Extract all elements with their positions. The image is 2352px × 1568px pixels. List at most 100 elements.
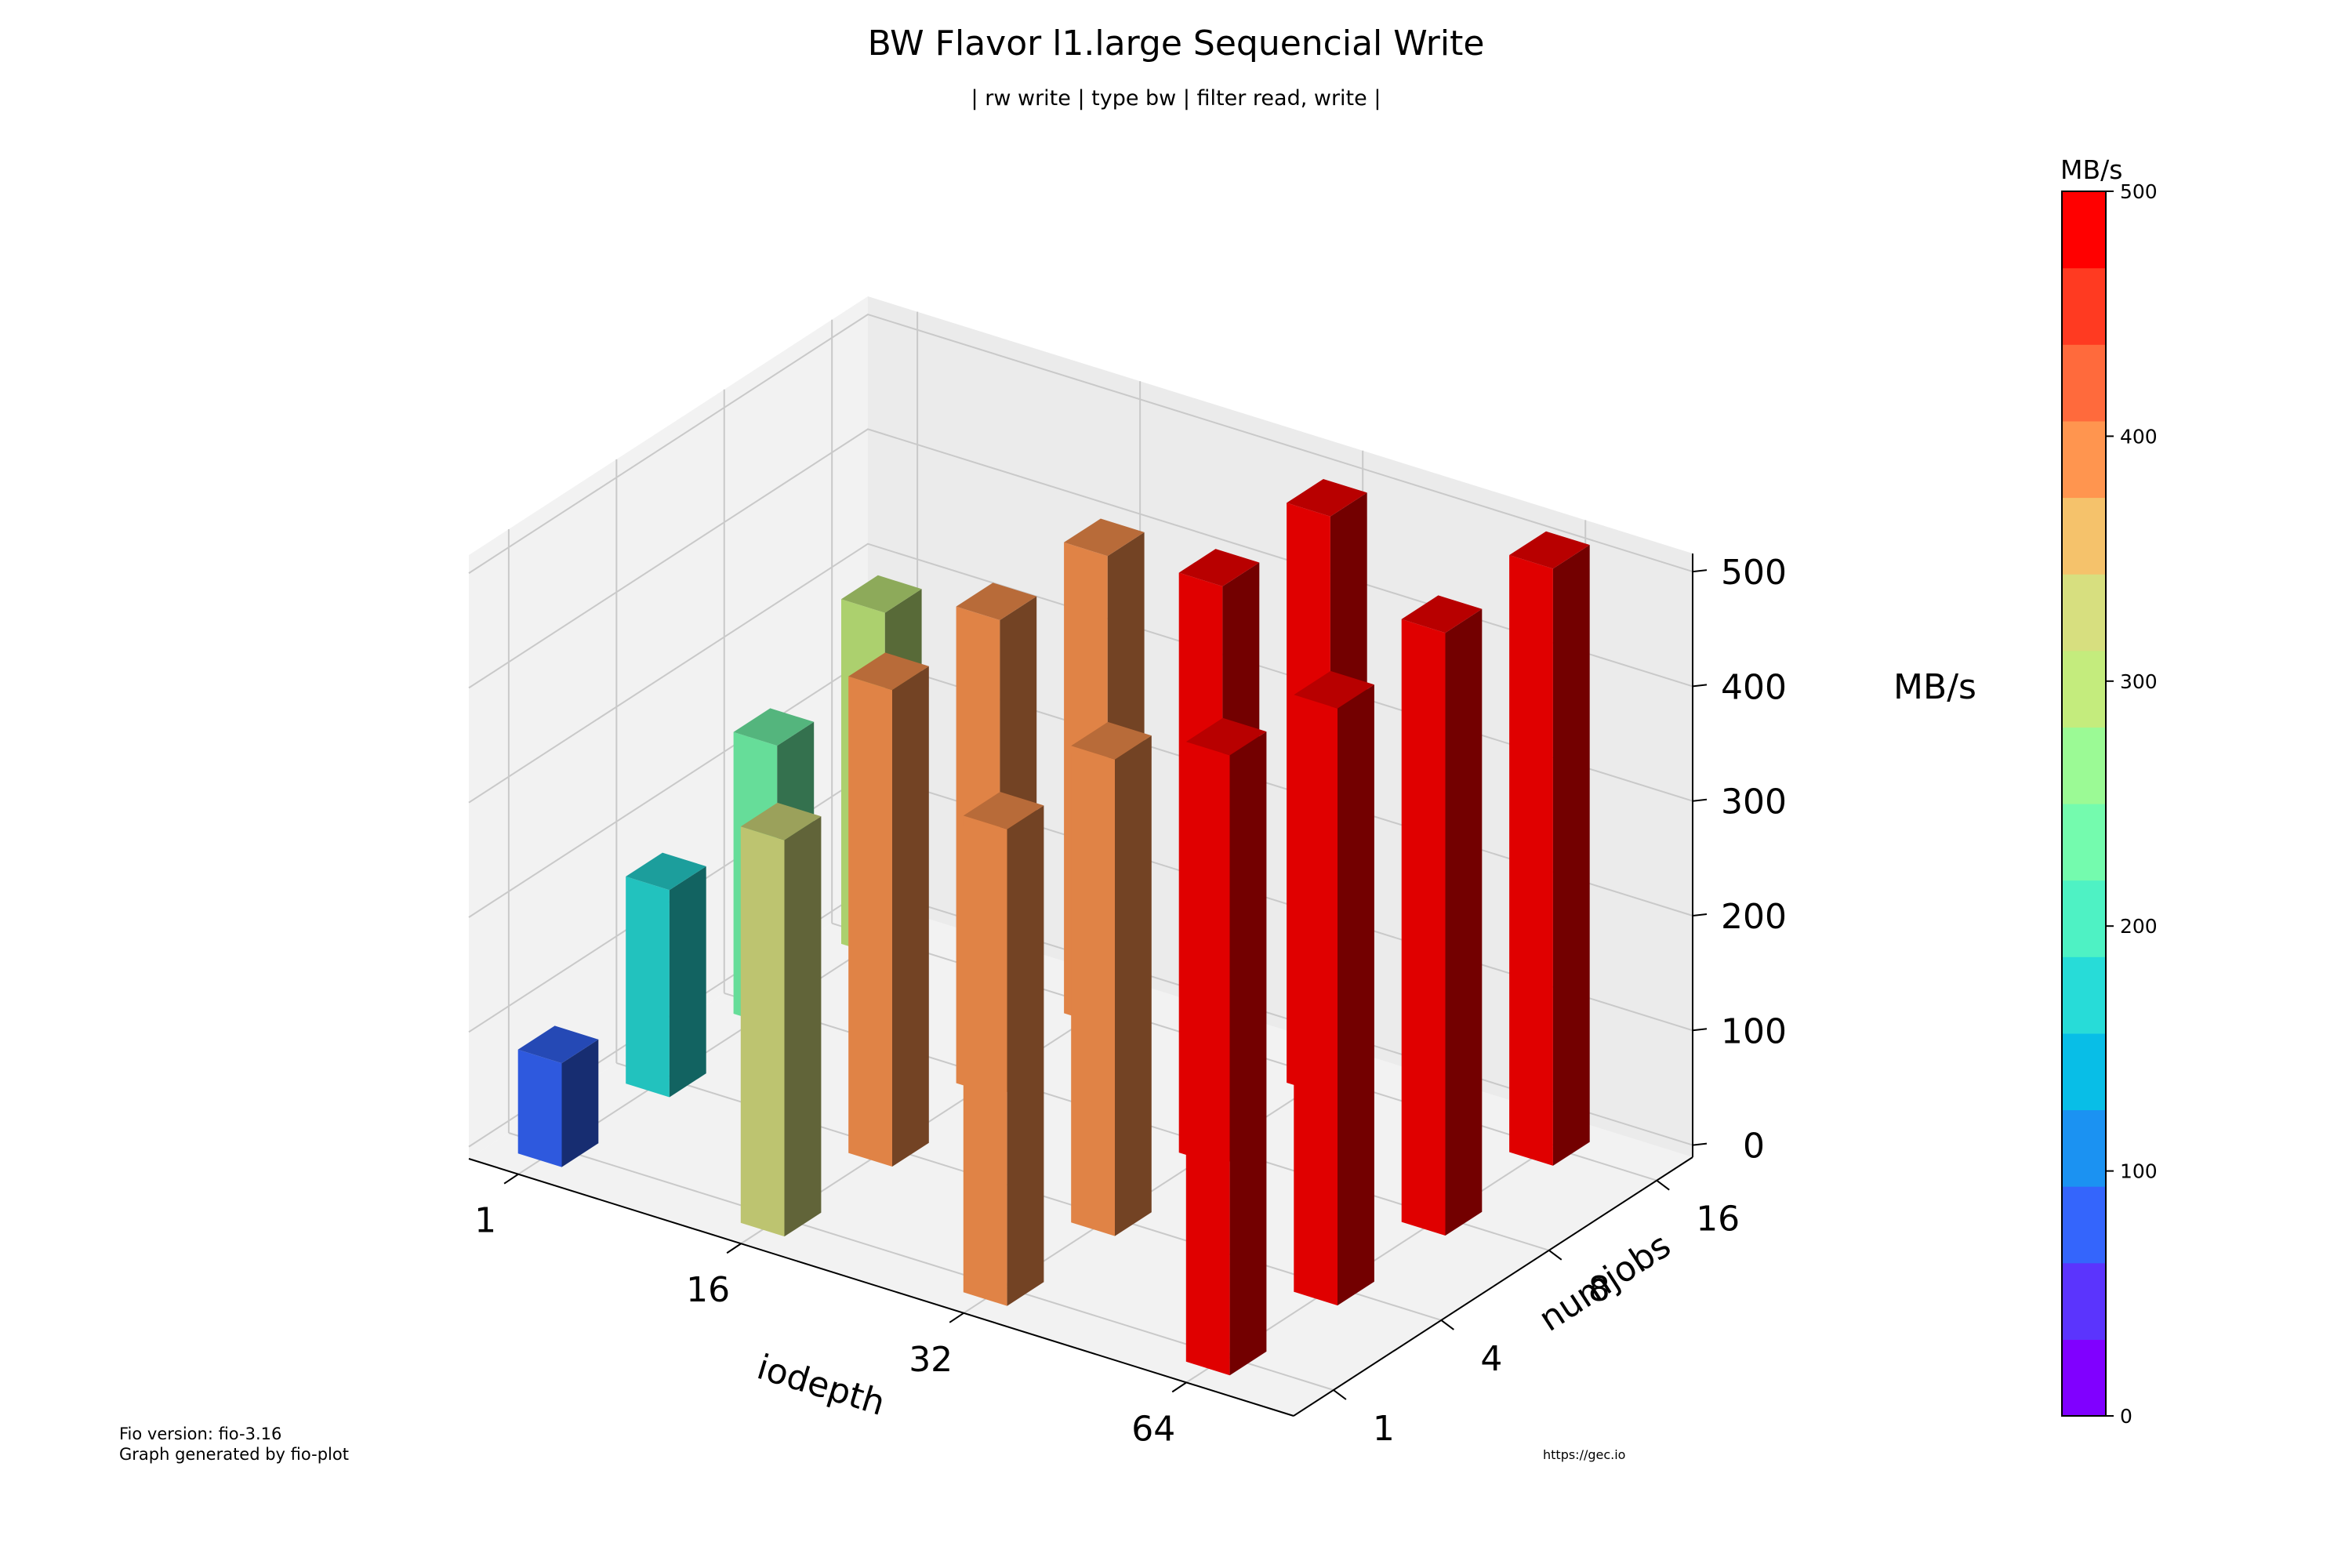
bar-top-face bbox=[733, 708, 815, 746]
bar-side-face bbox=[1552, 545, 1590, 1166]
colorbar-tick-label: 400 bbox=[2120, 425, 2158, 448]
z-tick-label: 400 bbox=[1721, 667, 1787, 707]
z-tick-label: 0 bbox=[1743, 1127, 1765, 1167]
bar-top-face bbox=[1071, 721, 1152, 760]
colorbar-segment bbox=[2062, 804, 2106, 881]
z-tick bbox=[1692, 1142, 1708, 1146]
bar bbox=[1509, 531, 1590, 1166]
colorbar-segment bbox=[2062, 191, 2106, 269]
colorbar-segment bbox=[2062, 1186, 2106, 1264]
x-tick bbox=[949, 1312, 964, 1323]
footer-url: https://gec.io bbox=[1543, 1447, 1626, 1462]
bar bbox=[517, 1025, 599, 1167]
bar-top-face bbox=[740, 802, 822, 840]
z-tick-label: 300 bbox=[1721, 782, 1787, 822]
bar-front-face bbox=[1401, 619, 1446, 1236]
bar-side-face bbox=[1229, 731, 1267, 1376]
x-tick-label: 16 bbox=[686, 1270, 730, 1310]
bar-side-face bbox=[1007, 805, 1044, 1306]
y-tick-label: 8 bbox=[1588, 1269, 1610, 1309]
bar-front-face bbox=[1071, 746, 1115, 1236]
x-tick bbox=[1171, 1381, 1187, 1393]
z-axis-title: MB/s bbox=[1893, 667, 1976, 707]
colorbar-segment bbox=[2062, 880, 2106, 957]
x-tick-label: 1 bbox=[474, 1201, 496, 1241]
bar-front-face bbox=[740, 826, 785, 1237]
y-tick bbox=[1333, 1389, 1347, 1400]
z-tick bbox=[1692, 569, 1708, 573]
colorbar-tick-label: 500 bbox=[2120, 180, 2158, 203]
colorbar-title: MB/s bbox=[2060, 154, 2122, 185]
bar-front-face bbox=[1185, 742, 1230, 1376]
bars bbox=[517, 479, 1590, 1376]
bar-side-face bbox=[1338, 684, 1374, 1306]
y-axis-line bbox=[1293, 1156, 1693, 1417]
colorbar-segment bbox=[2062, 727, 2106, 804]
colorbar-segment bbox=[2062, 267, 2106, 345]
colorbar-tick-label: 100 bbox=[2120, 1160, 2158, 1183]
colorbar-segment bbox=[2062, 650, 2106, 728]
y-tick bbox=[1548, 1250, 1563, 1261]
bar-top-face bbox=[956, 583, 1037, 620]
bar bbox=[1071, 721, 1152, 1236]
colorbar-segment bbox=[2062, 956, 2106, 1034]
y-tick bbox=[1656, 1179, 1670, 1191]
y-tick-label: 4 bbox=[1480, 1339, 1502, 1379]
bar-front-face bbox=[1509, 555, 1553, 1166]
bar-top-face bbox=[1178, 549, 1260, 586]
bar-top-face bbox=[626, 852, 706, 891]
colorbar-segment bbox=[2062, 344, 2106, 422]
bar-top-face bbox=[963, 792, 1044, 829]
bar-top-face bbox=[1509, 531, 1590, 569]
colorbar-segment bbox=[2062, 1339, 2106, 1417]
chart-subtitle: | rw write | type bw | filter read, writ… bbox=[971, 86, 1381, 111]
colorbar-tick-label: 200 bbox=[2120, 915, 2158, 938]
x-axis-title: iodepth bbox=[753, 1347, 890, 1424]
colorbar-segment bbox=[2062, 420, 2106, 499]
bar-front-face bbox=[626, 877, 670, 1098]
z-tick-label: 100 bbox=[1721, 1011, 1787, 1051]
bar bbox=[848, 652, 929, 1167]
colorbar-segment bbox=[2062, 1262, 2106, 1340]
bar-front-face bbox=[1294, 695, 1338, 1306]
bar-top-face bbox=[1401, 595, 1483, 633]
y-tick bbox=[1440, 1319, 1454, 1330]
x-tick bbox=[503, 1173, 519, 1185]
bar-top-face bbox=[848, 652, 929, 691]
bar-side-face bbox=[1115, 735, 1152, 1236]
bar bbox=[1294, 670, 1374, 1306]
bar bbox=[626, 852, 706, 1098]
footer-info: Fio version: fio-3.16 Graph generated by… bbox=[119, 1424, 349, 1465]
bar-top-face bbox=[517, 1025, 599, 1064]
bar-side-face bbox=[892, 666, 929, 1167]
bar bbox=[1401, 595, 1483, 1236]
y-tick-label: 1 bbox=[1373, 1409, 1395, 1449]
gridline bbox=[468, 314, 1693, 574]
x-tick-label: 64 bbox=[1131, 1409, 1175, 1449]
chart-title: BW Flavor l1.large Sequencial Write bbox=[867, 24, 1485, 64]
colorbar-segment bbox=[2062, 1109, 2106, 1187]
fio-version-text: Fio version: fio-3.16 bbox=[119, 1425, 282, 1443]
generated-by-text: Graph generated by fio-plot bbox=[119, 1445, 349, 1464]
bar-side-face bbox=[669, 866, 706, 1098]
x-axis-line bbox=[468, 1158, 1294, 1417]
colorbar-tick-label: 300 bbox=[2120, 670, 2158, 693]
colorbar-frame bbox=[2061, 191, 2107, 1417]
bar-front-face bbox=[963, 815, 1007, 1306]
bar-front-face bbox=[848, 676, 892, 1167]
colorbar-segment bbox=[2062, 574, 2106, 652]
z-tick-label: 500 bbox=[1721, 553, 1787, 593]
bar-side-face bbox=[1445, 608, 1483, 1236]
bar bbox=[963, 792, 1044, 1306]
gridline bbox=[468, 428, 1693, 689]
bar-side-face bbox=[784, 816, 822, 1237]
x-tick bbox=[726, 1243, 742, 1254]
z-tick bbox=[1692, 684, 1708, 688]
z-tick bbox=[1692, 1028, 1708, 1032]
bar-front-face bbox=[517, 1049, 562, 1167]
bar-side-face bbox=[561, 1039, 599, 1167]
bar bbox=[740, 802, 822, 1237]
bar-top-face bbox=[1294, 670, 1374, 709]
